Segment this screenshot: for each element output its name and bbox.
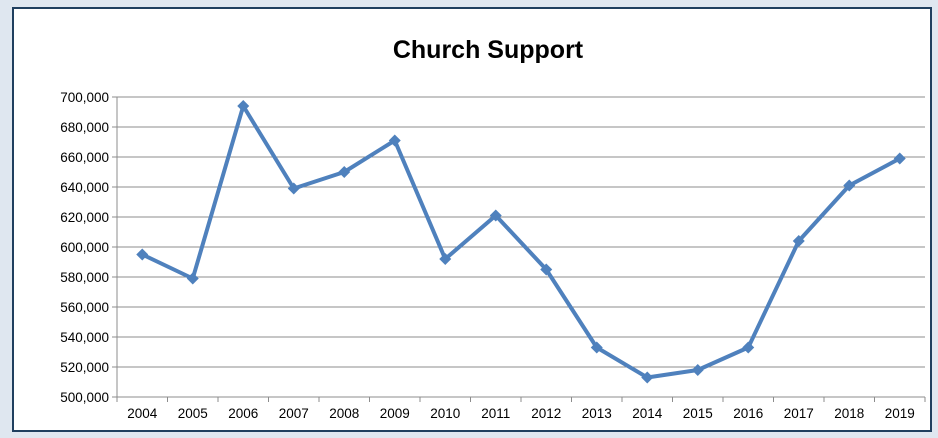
x-tick-label: 2014 bbox=[632, 406, 663, 421]
data-point-marker bbox=[742, 341, 755, 354]
x-tick-label: 2019 bbox=[885, 406, 915, 421]
x-tick-label: 2017 bbox=[784, 406, 814, 421]
y-tick-label: 540,000 bbox=[60, 330, 109, 345]
data-point-marker bbox=[489, 209, 502, 222]
y-tick-label: 700,000 bbox=[60, 90, 109, 105]
x-tick-label: 2016 bbox=[733, 406, 763, 421]
y-axis-tick-labels: 500,000 520,000 540,000 560,000 580,000 600,0… bbox=[60, 90, 109, 405]
chart-title: Church Support bbox=[393, 36, 584, 64]
x-tick-label: 2015 bbox=[683, 406, 713, 421]
x-axis-tick-labels: 2004 2005 2006 2007 2008 2009 2010 2011 2012 2013… bbox=[127, 406, 915, 421]
data-point-marker bbox=[540, 263, 553, 276]
y-tick-label: 620,000 bbox=[60, 210, 109, 225]
x-tick-label: 2006 bbox=[228, 406, 258, 421]
y-tick-label: 660,000 bbox=[60, 150, 109, 165]
y-tick-label: 520,000 bbox=[60, 360, 109, 375]
data-point-marker bbox=[843, 179, 856, 192]
x-tick-label: 2010 bbox=[430, 406, 460, 421]
data-point-marker bbox=[136, 248, 149, 261]
x-tick-label: 2018 bbox=[834, 406, 864, 421]
data-point-marker bbox=[439, 253, 452, 265]
data-point-marker bbox=[237, 100, 250, 112]
data-point-marker bbox=[691, 364, 704, 376]
x-tick-label: 2013 bbox=[582, 406, 612, 421]
gridlines bbox=[117, 96, 925, 368]
y-tick-label: 500,000 bbox=[60, 390, 109, 405]
data-point-marker bbox=[792, 235, 805, 247]
y-tick-label: 560,000 bbox=[60, 300, 109, 315]
y-tick-label: 680,000 bbox=[60, 120, 109, 135]
series-layer bbox=[136, 100, 906, 384]
data-point-marker bbox=[186, 272, 199, 285]
x-tick-label: 2007 bbox=[279, 406, 309, 421]
data-point-marker bbox=[590, 341, 603, 354]
data-point-marker bbox=[287, 182, 300, 195]
x-tick-label: 2012 bbox=[531, 406, 561, 421]
data-point-marker bbox=[388, 134, 401, 147]
y-tick-label: 640,000 bbox=[60, 180, 109, 195]
line-chart: Church Support 500,000 520,000 540,000 560,… bbox=[60, 36, 926, 421]
x-tick-label: 2011 bbox=[481, 406, 510, 421]
x-tick-label: 2004 bbox=[127, 406, 158, 421]
x-tick-label: 2008 bbox=[329, 406, 359, 421]
data-point-marker bbox=[641, 371, 654, 384]
data-point-marker bbox=[338, 166, 351, 178]
axes bbox=[112, 96, 926, 402]
x-tick-label: 2009 bbox=[380, 406, 410, 421]
x-tick-label: 2005 bbox=[178, 406, 208, 421]
data-point-marker bbox=[893, 152, 906, 165]
y-tick-label: 600,000 bbox=[60, 240, 109, 255]
y-tick-label: 580,000 bbox=[60, 270, 109, 285]
chart-frame: Church Support 500,000 520,000 540,000 560,… bbox=[12, 7, 932, 432]
series-line bbox=[140, 104, 902, 380]
